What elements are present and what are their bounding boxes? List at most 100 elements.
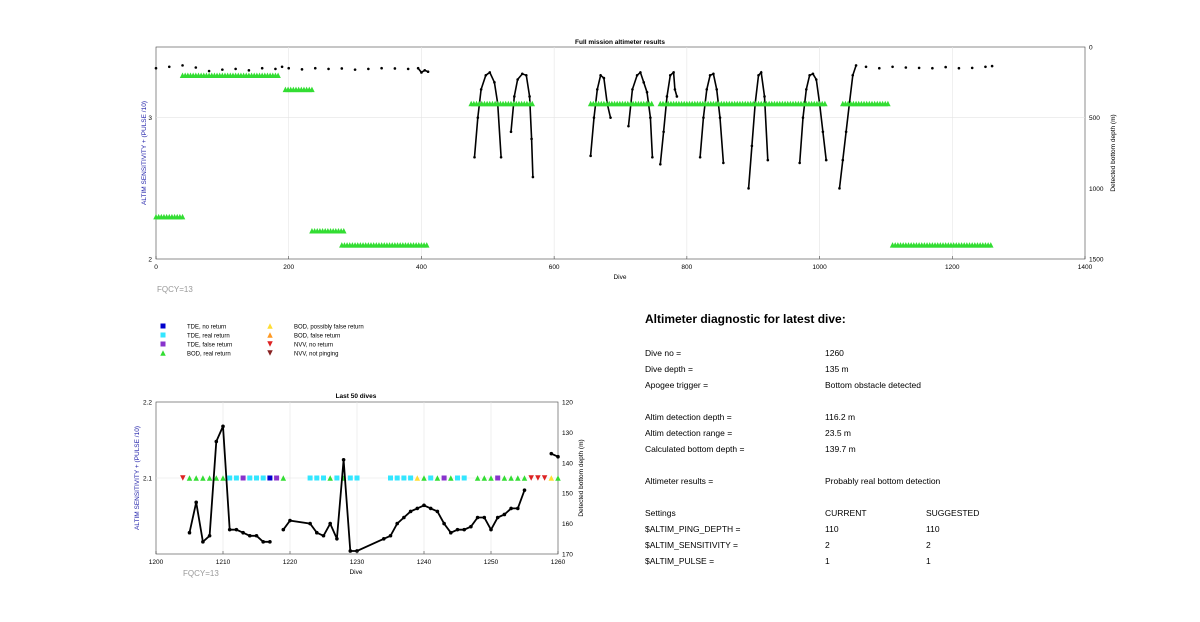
legend-label: TDE, false return [187,343,232,349]
diag-row-altim-detection-range: Altim detection range = 23.5 m [645,428,1185,442]
marker [280,475,287,481]
depth-point [957,66,961,70]
depth-point [763,95,766,98]
x-tick-label: 1210 [216,559,231,566]
marker [421,475,427,481]
depth-point [423,69,427,72]
depth-point [602,76,606,80]
diag-row-apogee-trigger: Apogee trigger = Bottom obstacle detecte… [645,380,1185,394]
full-mission-chart: Full mission altimeter results 0 200 400 60… [141,39,1117,294]
legend-label: BOD, false return [294,334,340,340]
depth-point [327,67,330,71]
depth-point [420,71,423,74]
x-tick-label: 1200 [945,264,960,271]
x-tick-label: 1200 [149,559,164,566]
diag-value: 1 [825,556,830,566]
depth-point [531,175,535,179]
depth-line [417,67,429,74]
marker [528,475,534,481]
depth-point [673,88,677,91]
legend-marker [160,332,166,338]
x-tick-label: 1000 [812,264,827,271]
marker [274,475,280,481]
depth-point [340,67,344,70]
depth-point [549,451,554,456]
marker [648,100,655,107]
top-x-axis-label: Dive [613,274,626,281]
depth-point [750,144,754,148]
bottom-x-axis-label: Dive [349,569,362,576]
marker [555,475,561,481]
diag-label: Altim detection range = [645,428,733,438]
marker [233,475,239,481]
depth-point [984,65,987,69]
marker [428,475,434,481]
depth-point [287,66,291,70]
depth-point [495,515,500,520]
legend-label: NVV, not pinging [294,352,338,358]
marker [327,475,333,481]
diag-value: 2 [825,540,830,550]
y-left-tick-label: 3 [148,115,152,122]
marker [521,475,528,481]
marker [488,475,494,481]
diag-label: $ALTIM_PULSE = [645,556,715,566]
legend-marker [267,350,273,356]
altimeter-diagnostic-panel: Altimeter diagnostic for latest dive: Di… [645,312,1185,582]
depth-point [388,533,393,538]
depth-point [221,424,225,429]
depth-point [917,66,921,70]
depth-point [844,130,848,134]
depth-point [227,527,232,532]
x-tick-label: 1230 [350,559,365,566]
top-y-ticks: 2 3 0 500 1000 1500 [148,45,1103,264]
diag-suggested: 110 [926,524,940,534]
marker [206,475,213,481]
depth-point [759,71,763,74]
depth-point [355,549,359,553]
depth-point [300,68,304,71]
depth-point [154,66,158,70]
depth-point [187,530,192,535]
depth-point [814,78,818,81]
depth-line [510,72,534,178]
x-tick-label: 1220 [283,559,298,566]
depth-point [476,116,480,119]
depth-line [473,71,502,158]
marker [220,475,226,481]
diag-label: Dive depth = [645,364,693,374]
depth-point [556,454,560,459]
depth-point [595,88,599,91]
legend: TDE, no return TDE, real return TDE, false… [160,323,364,358]
diag-row-calculated-bottom-depth: Calculated bottom depth = 139.7 m [645,444,1185,458]
marker [347,475,353,481]
depth-point [808,73,811,77]
diag-row-dive-no: Dive no = 1260 [645,348,1185,362]
x-tick-label: 1250 [484,559,499,566]
y-right-tick-label: 130 [562,430,573,437]
depth-point [520,72,524,76]
depth-point [353,68,357,71]
diag-suggested: 2 [926,540,931,550]
depth-point [435,509,440,514]
marker [885,100,891,107]
marker [179,213,186,220]
top-marker-rows [153,72,994,248]
depth-point [672,71,675,74]
diag-value: Bottom obstacle detected [825,380,921,390]
depth-point [970,66,974,70]
legend-marker [267,332,273,338]
diag-row-dive-depth: Dive depth = 135 m [645,364,1185,378]
depth-point [167,65,171,69]
marker [434,475,441,481]
legend-marker [160,323,166,329]
depth-point [509,506,513,511]
marker [515,475,521,481]
top-fqcy-label: FQCY=13 [157,285,193,294]
depth-point [705,88,709,91]
depth-point [516,78,519,81]
marker [455,475,460,481]
diag-row-settings-header: Settings CURRENT SUGGESTED [645,508,1185,522]
x-tick-label: 1240 [417,559,432,566]
depth-point [247,69,251,72]
